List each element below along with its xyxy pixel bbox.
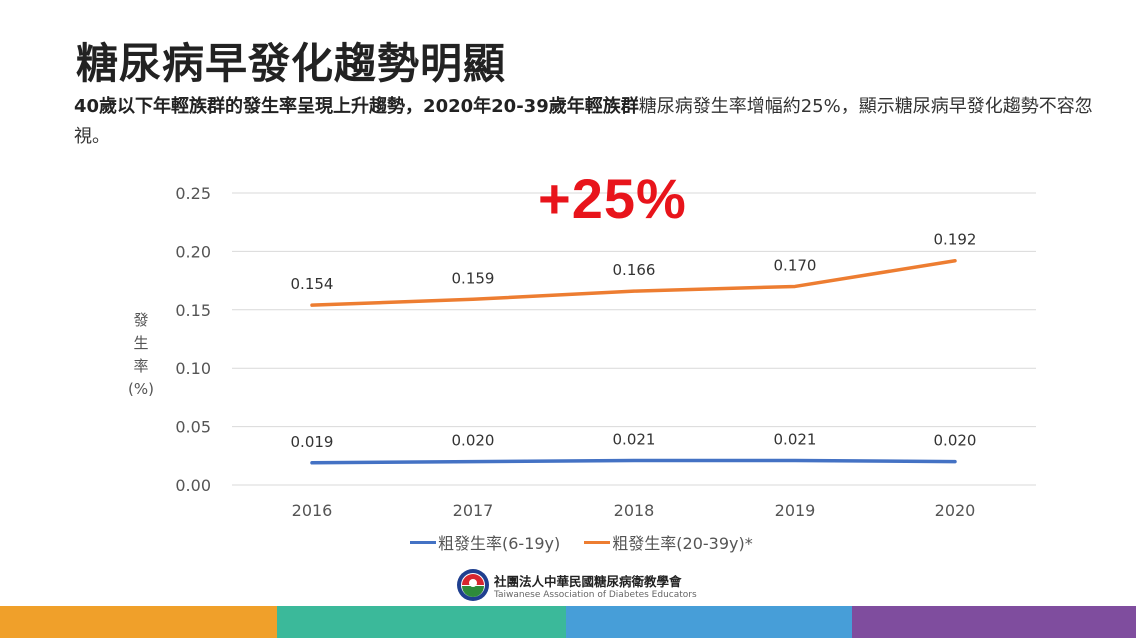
y-tick-labels: 0.00 0.05 0.10 0.15 0.20 0.25: [175, 184, 211, 495]
x-tick-label: 2019: [775, 501, 816, 520]
data-label: 0.020: [934, 432, 977, 450]
data-label: 0.170: [774, 256, 817, 274]
description: 40歲以下年輕族群的發生率呈現上升趨勢，2020年20-39歲年輕族群糖尿病發生…: [74, 92, 1104, 152]
data-label: 0.021: [613, 430, 656, 448]
legend-item-6-19y: 粗發生率(6-19y): [410, 530, 560, 554]
data-label: 0.019: [291, 433, 334, 451]
footer-color-bar: [0, 606, 1136, 638]
footer-bar-green: [277, 606, 566, 638]
x-tick-labels: 2016 2017 2018 2019 2020: [292, 501, 976, 520]
description-regular: 糖尿病發生率增幅約25%，顯示糖尿病早發化趨勢不容忽視。: [74, 96, 1093, 147]
y-tick-label: 0.20: [175, 242, 211, 261]
grid-lines: [232, 192, 1036, 486]
y-tick-label: 0.10: [175, 359, 211, 378]
legend-label: 粗發生率(20-39y)*: [612, 534, 753, 553]
legend-swatch: [584, 540, 611, 544]
data-label: 0.166: [613, 261, 656, 279]
y-axis-label: 發 生 率 (%): [126, 309, 156, 401]
footer-bar-purple: [852, 606, 1136, 638]
series-line: [310, 458, 957, 465]
y-tick-label: 0.15: [175, 301, 211, 320]
organization-logo: 社團法人中華民國糖尿病衛教學會 Taiwanese Association of…: [456, 568, 697, 602]
y-axis-label-line: (%): [128, 380, 154, 398]
x-tick-label: 2020: [935, 501, 976, 520]
logo-name-cn: 社團法人中華民國糖尿病衛教學會: [494, 573, 682, 589]
y-axis-label-line: 生: [133, 334, 149, 352]
y-tick-label: 0.00: [175, 476, 211, 495]
logo-name-en: Taiwanese Association of Diabetes Educat…: [494, 589, 697, 600]
description-bold: 40歲以下年輕族群的發生率呈現上升趨勢，2020年20-39歲年輕族群: [74, 96, 639, 117]
highlight-increase: +25%: [538, 167, 687, 230]
y-tick-label: 0.25: [175, 184, 211, 203]
page-title: 糖尿病早發化趨勢明顯: [76, 39, 507, 88]
legend-item-20-39y: 粗發生率(20-39y)*: [584, 530, 753, 554]
x-tick-label: 2018: [614, 501, 655, 520]
footer-bar-blue: [566, 606, 852, 638]
logo-emblem-icon: [457, 569, 489, 601]
data-label: 0.021: [774, 430, 817, 448]
legend-label: 粗發生率(6-19y): [438, 534, 561, 553]
legend-swatch: [410, 540, 436, 544]
data-labels: 0.019 0.020 0.021 0.021 0.020 0.154 0.159 0.166…: [291, 231, 977, 451]
data-label: 0.154: [291, 275, 334, 293]
data-label: 0.159: [452, 269, 495, 287]
x-tick-label: 2016: [292, 501, 333, 520]
y-axis-label-line: 率: [133, 357, 149, 375]
y-tick-label: 0.05: [175, 418, 211, 437]
chart-legend: 粗發生率(6-19y) 粗發生率(20-39y)*: [410, 530, 753, 554]
data-label: 0.192: [934, 231, 977, 249]
data-label: 0.020: [452, 432, 495, 450]
footer-bar-orange: [0, 606, 277, 638]
x-tick-label: 2017: [453, 501, 494, 520]
series-lines: [310, 258, 957, 465]
y-axis-label-line: 發: [133, 311, 149, 329]
